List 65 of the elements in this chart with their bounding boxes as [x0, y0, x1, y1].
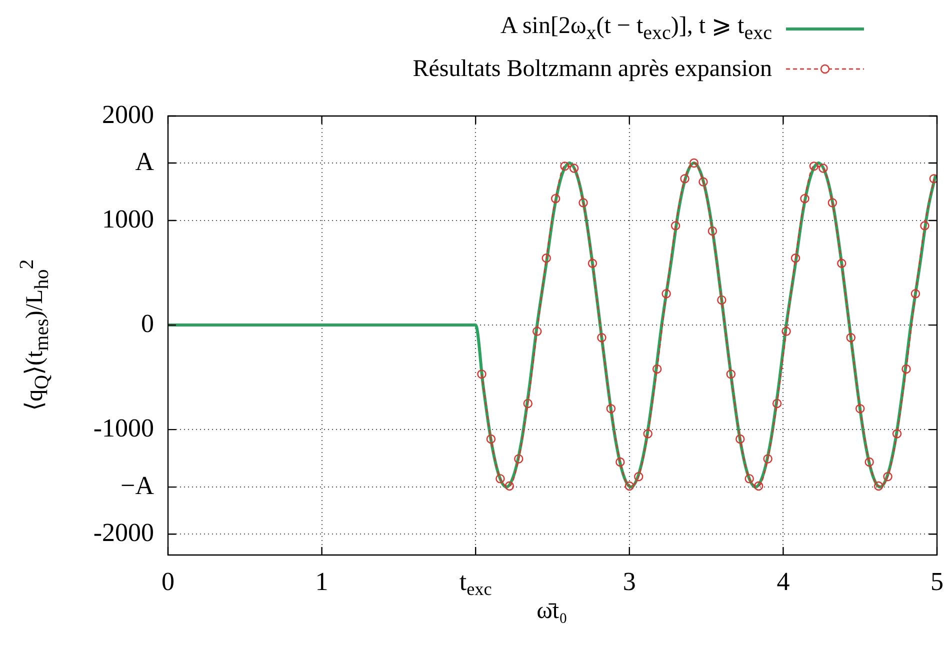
- x-tick-label: 4: [776, 566, 790, 596]
- point: [643, 429, 652, 438]
- point: [902, 364, 911, 374]
- point: [616, 457, 625, 467]
- point: [542, 254, 551, 263]
- point: [874, 481, 884, 491]
- x-axis-title: ω̄t₀: [536, 598, 568, 625]
- point: [532, 326, 542, 336]
- x-tick-label: 5: [930, 566, 944, 596]
- point: [717, 295, 726, 305]
- y-tick-label: -2000: [93, 518, 154, 547]
- point: [486, 434, 496, 444]
- point: [578, 198, 588, 208]
- point: [818, 164, 828, 173]
- point: [883, 472, 892, 482]
- point: [782, 326, 791, 336]
- point: [560, 162, 570, 171]
- legend-label: Résultats Boltzmann après expansion: [412, 54, 772, 84]
- x-tick-label: 0: [162, 566, 174, 596]
- point: [800, 194, 810, 204]
- point: [828, 198, 838, 208]
- x-tick-label: 1: [315, 566, 328, 596]
- point: [689, 158, 699, 168]
- point: [864, 457, 874, 467]
- point: [809, 162, 819, 171]
- legend-label: A sin[2ω$_{x}$(t − t$_{exc}$)], t ⩾ t$_{exc}$: [500, 12, 772, 46]
- point: [477, 370, 486, 379]
- point: [929, 174, 937, 184]
- y-tick-label: 0: [141, 308, 154, 338]
- point: [606, 404, 616, 414]
- point: [514, 454, 524, 464]
- x-tick-label: 3: [622, 566, 636, 596]
- point: [763, 454, 772, 464]
- point: [892, 429, 902, 438]
- point: [754, 481, 764, 491]
- point: [846, 332, 856, 342]
- point: [920, 221, 930, 230]
- point: [624, 481, 634, 491]
- point: [597, 332, 606, 342]
- point: [569, 164, 579, 173]
- point: [634, 472, 644, 482]
- point: [680, 174, 690, 184]
- y-tick-label: 1000: [102, 204, 154, 234]
- point: [772, 398, 782, 408]
- point: [708, 226, 718, 236]
- point: [550, 194, 560, 204]
- point: [698, 177, 708, 186]
- y-tick-label: A: [135, 146, 154, 176]
- point: [726, 370, 736, 379]
- point: [856, 404, 865, 414]
- point: [496, 474, 505, 484]
- point: [670, 221, 680, 230]
- point: [910, 289, 920, 298]
- point: [662, 289, 671, 298]
- point: [588, 258, 598, 268]
- point: [504, 481, 514, 491]
- point: [523, 398, 532, 408]
- point: [652, 364, 662, 374]
- point: [790, 254, 800, 263]
- point: [837, 258, 846, 268]
- y-tick-label: 2000: [102, 100, 154, 129]
- y-tick-label: -1000: [93, 413, 154, 442]
- point: [736, 434, 745, 444]
- point: [744, 474, 754, 484]
- y-tick-label: −A: [120, 470, 154, 500]
